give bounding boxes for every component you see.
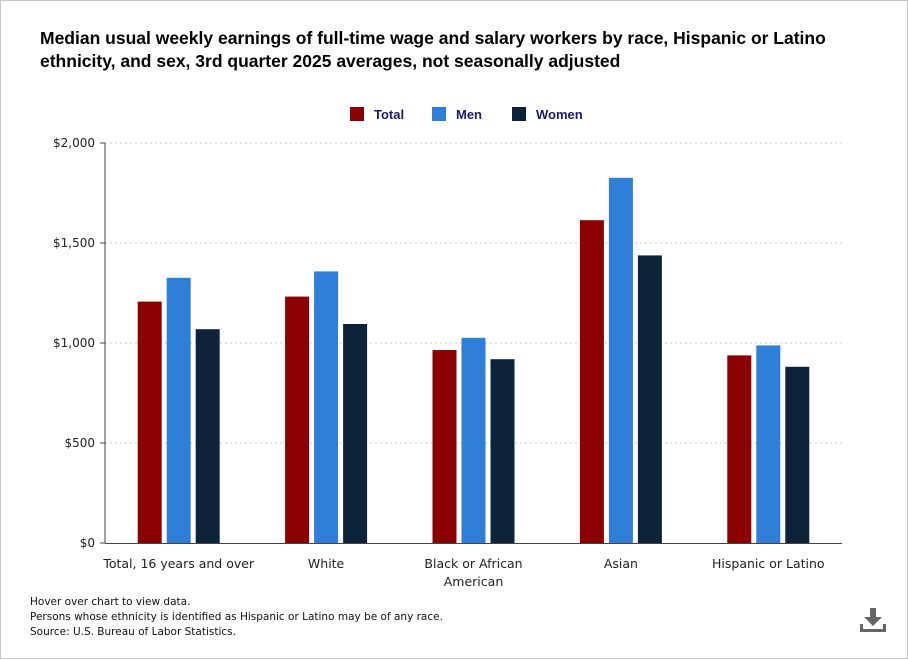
x-tick-label: Hispanic or Latino [712,556,825,571]
legend-item-total[interactable]: Total [350,105,404,123]
x-tick-label: Total, 16 years and over [102,556,255,571]
bar-men-2[interactable] [461,337,486,543]
note-ethnicity: Persons whose ethnicity is identified as… [30,611,443,623]
bar-total-3[interactable] [579,220,604,543]
note-source: Source: U.S. Bureau of Labor Statistics. [30,626,236,638]
bar-total-4[interactable] [727,355,752,543]
x-axis-labels: Total, 16 years and over White Black or Af… [102,556,824,589]
bar-women-0[interactable] [195,329,220,543]
legend-item-women[interactable]: Women [512,105,583,123]
chart-notes: Hover over chart to view data. Persons w… [30,595,443,640]
bar-men-0[interactable] [166,277,191,543]
bar-women-4[interactable] [785,366,810,543]
legend-swatch-total [350,107,364,121]
x-tick-label: Asian [604,556,638,571]
y-tick-label: $2,000 [53,136,95,150]
download-button[interactable] [858,605,888,635]
bar-chart[interactable]: $0 $500 $1,000 $1,500 $2,000 Total, 16 years… [0,0,908,600]
y-tick-label: $1,500 [53,236,95,250]
legend-swatch-men [432,107,446,121]
download-icon [860,608,886,632]
y-axis-ticks: $0 $500 $1,000 $1,500 $2,000 [53,136,105,550]
bar-total-2[interactable] [432,350,457,543]
bar-women-2[interactable] [490,359,515,543]
legend-label-women: Women [536,106,583,122]
legend-item-men[interactable]: Men [432,105,482,123]
bar-men-3[interactable] [608,177,633,544]
bar-total-0[interactable] [137,301,162,543]
legend-label-men: Men [456,106,482,122]
note-hover: Hover over chart to view data. [30,596,191,608]
y-tick-label: $0 [80,536,95,550]
legend-swatch-women [512,107,526,121]
chart-title: Median usual weekly earnings of full-tim… [40,28,826,71]
bar-men-1[interactable] [314,271,339,543]
bars [137,177,810,544]
legend: Total Men Women [0,105,908,125]
bar-women-1[interactable] [343,324,368,543]
bar-total-1[interactable] [285,296,310,543]
y-tick-label: $1,000 [53,336,95,350]
x-tick-label: Black or African American [424,556,522,589]
x-tick-label: White [308,556,345,571]
y-tick-label: $500 [64,436,95,450]
bar-men-4[interactable] [756,345,781,543]
legend-label-total: Total [374,106,405,122]
bar-women-3[interactable] [637,255,662,543]
